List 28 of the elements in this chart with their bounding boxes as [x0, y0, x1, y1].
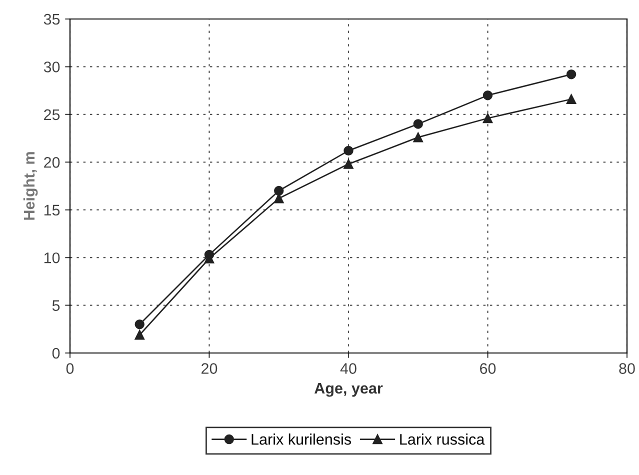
y-tick-label: 25 — [44, 109, 60, 120]
x-tick-label: 60 — [480, 363, 496, 374]
x-tick-label: 0 — [66, 363, 74, 374]
x-tick-label: 20 — [202, 363, 218, 374]
point — [566, 94, 576, 104]
y-tick-label: 5 — [52, 300, 60, 311]
point — [413, 119, 423, 129]
point — [134, 320, 144, 330]
point — [413, 132, 423, 142]
legend-label: Larix kurilensis — [252, 434, 352, 445]
point — [482, 90, 493, 100]
y-tick-label: 30 — [44, 62, 60, 72]
y-tick-label: 20 — [44, 157, 60, 168]
point — [482, 113, 493, 124]
point — [274, 186, 284, 196]
x-tick-label: 80 — [619, 363, 635, 374]
point — [566, 69, 576, 80]
x-tick-label: 40 — [340, 363, 356, 374]
y-tick-label: 35 — [44, 14, 60, 25]
y-tick-label: 10 — [44, 252, 60, 264]
point — [344, 159, 354, 169]
y-tick-label: 0 — [52, 348, 60, 359]
point — [344, 146, 354, 156]
point — [134, 330, 144, 340]
legend-label: Larix russica — [400, 434, 485, 445]
y-tick-label: 15 — [44, 204, 60, 216]
x-axis-title: Age, year — [314, 383, 383, 397]
y-axis-title: Height, m — [23, 152, 38, 220]
